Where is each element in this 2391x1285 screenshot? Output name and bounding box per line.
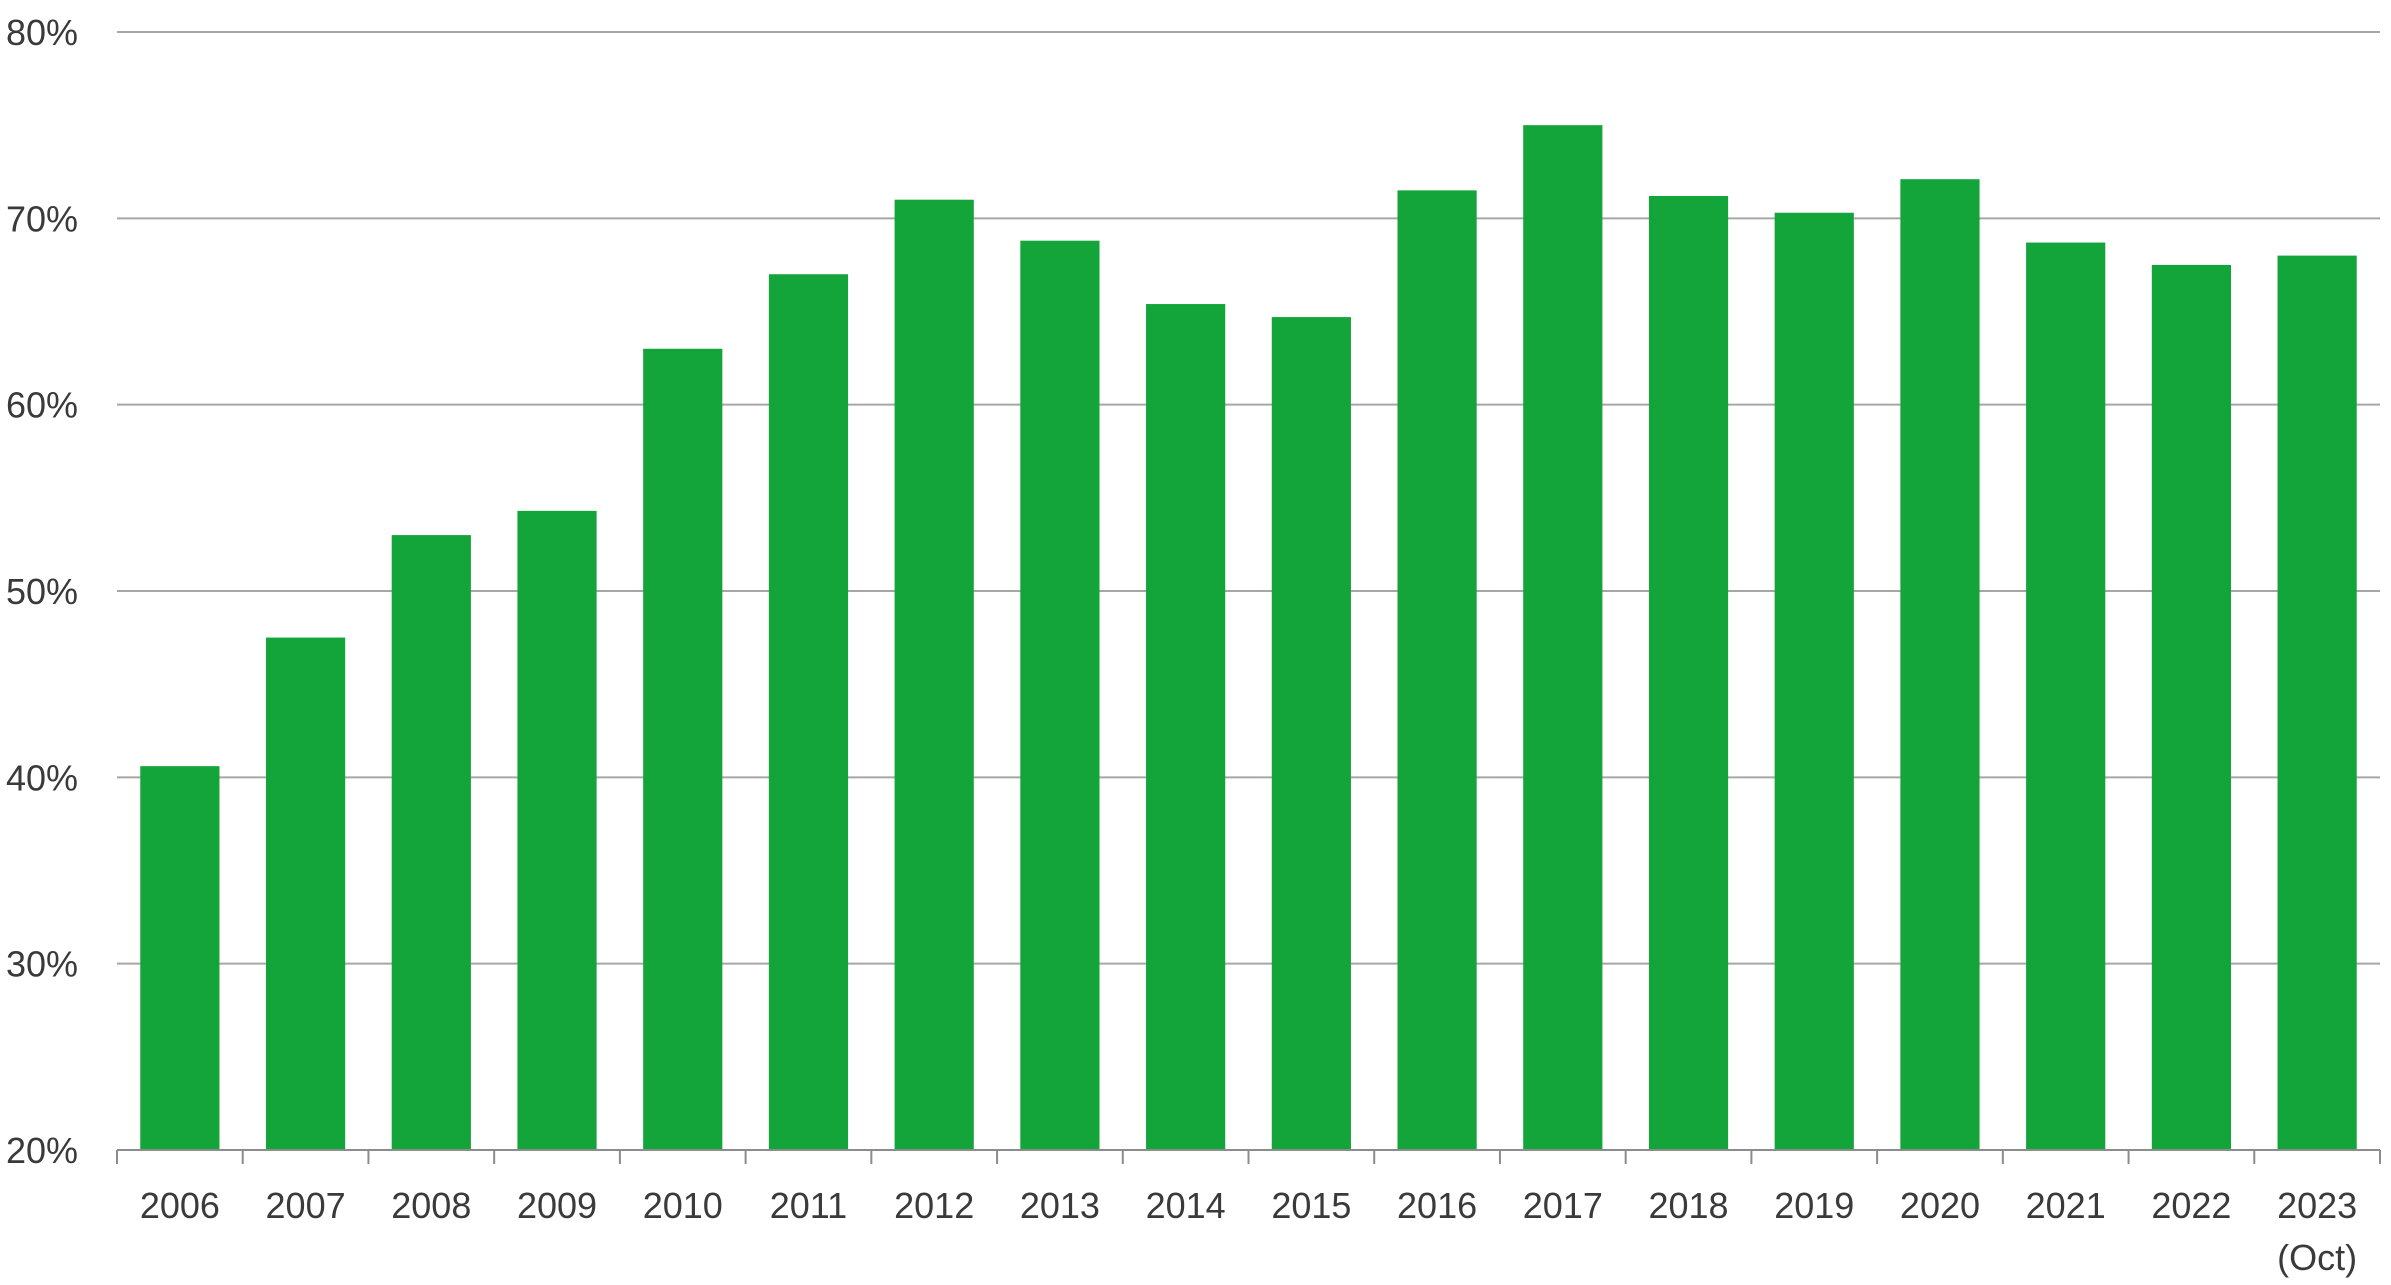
x-tick-label: 2023 <box>2277 1185 2357 1226</box>
x-tick-label: 2016 <box>1397 1185 1477 1226</box>
x-tick-label: 2010 <box>643 1185 723 1226</box>
x-tick-label: 2011 <box>770 1185 847 1226</box>
x-axis-labels: 2006 2007 2008 2009 2010 2011 2012 2013 2014 2015… <box>140 1185 2357 1278</box>
bar-2011 <box>768 274 849 1151</box>
gridlines <box>117 31 2380 965</box>
bar-2007 <box>265 637 346 1150</box>
bar-2010 <box>643 348 723 1150</box>
x-tick-label: 2022 <box>2151 1185 2231 1226</box>
x-tick-label: 2015 <box>1271 1185 1351 1226</box>
bars <box>140 125 2357 1151</box>
x-tick-label: 2018 <box>1648 1185 1728 1226</box>
x-tick-label: 2013 <box>1020 1185 1100 1226</box>
bar-2006 <box>140 766 220 1150</box>
x-tick-sublabel: (Oct) <box>2277 1237 2357 1278</box>
bar-2018 <box>1648 195 1729 1151</box>
bar-2019 <box>1774 212 1854 1151</box>
bar-2012 <box>894 199 974 1150</box>
y-axis-labels: 20% 30% 40% 50% 60% 70% 80% <box>6 12 78 1171</box>
x-tick-label: 2012 <box>894 1185 974 1226</box>
y-tick-label: 70% <box>6 198 78 239</box>
y-tick-label: 80% <box>6 12 78 53</box>
bar-2013 <box>1020 240 1100 1150</box>
x-tick-label: 2014 <box>1146 1185 1226 1226</box>
x-tick-label: 2020 <box>1900 1185 1980 1226</box>
y-tick-label: 30% <box>6 944 78 985</box>
x-tick-label: 2019 <box>1774 1185 1854 1226</box>
x-tick-label: 2021 <box>2026 1185 2106 1226</box>
x-tick-label: 2008 <box>391 1185 471 1226</box>
x-tick-label: 2017 <box>1523 1185 1603 1226</box>
bar-2023 <box>2277 255 2357 1151</box>
bar-2015 <box>1271 317 1351 1151</box>
bar-2020 <box>1900 179 1980 1150</box>
bar-2009 <box>517 510 597 1150</box>
bar-2021 <box>2026 242 2106 1150</box>
y-tick-label: 40% <box>6 757 78 798</box>
x-tick-label: 2009 <box>517 1185 597 1226</box>
x-tick-label: 2007 <box>266 1185 346 1226</box>
y-tick-label: 50% <box>6 571 78 612</box>
x-axis <box>116 1149 2381 1164</box>
x-tick-label: 2006 <box>140 1185 220 1226</box>
y-tick-label: 20% <box>6 1130 78 1171</box>
bar-2016 <box>1397 190 1477 1150</box>
y-tick-label: 60% <box>6 385 78 426</box>
bar-2008 <box>391 535 471 1150</box>
bar-2017 <box>1523 125 1603 1150</box>
bar-2022 <box>2151 264 2232 1150</box>
bar-2014 <box>1146 304 1226 1150</box>
